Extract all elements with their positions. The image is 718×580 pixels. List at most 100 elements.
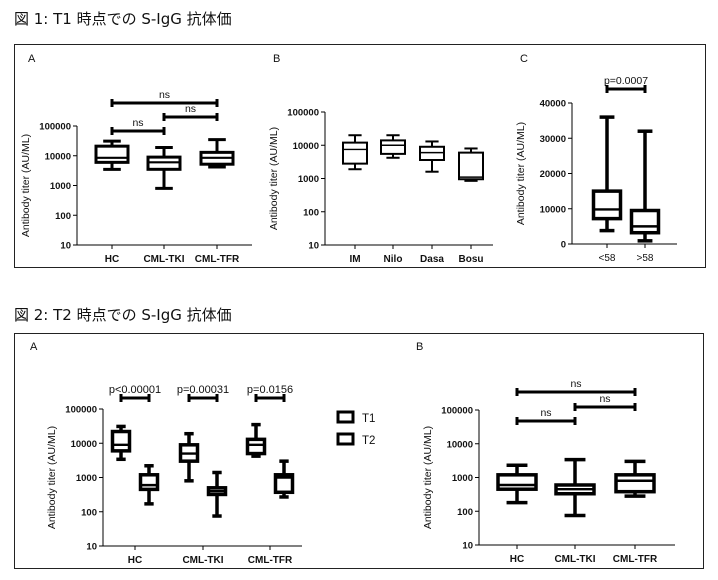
chart-fig1B: B 10 100 1000 10000 100000 Antibody titer (AU/… bbox=[268, 53, 493, 265]
y-axis-label: Antibody titer (AU/ML) bbox=[422, 426, 434, 529]
panel-label: B bbox=[273, 53, 280, 65]
box-iqr bbox=[458, 151, 484, 181]
bracket-label: ns bbox=[570, 378, 581, 390]
box-plot bbox=[496, 463, 538, 505]
y-tick-label: 100 bbox=[303, 207, 319, 218]
bracket-label: p<0.00001 bbox=[109, 384, 161, 396]
box-plot bbox=[629, 129, 661, 243]
y-tick-label: 100000 bbox=[39, 122, 71, 133]
y-tick-label: 10000 bbox=[71, 439, 97, 450]
box-plot bbox=[138, 464, 160, 506]
box-iqr bbox=[273, 473, 295, 495]
y-tick-label: 100000 bbox=[65, 405, 97, 416]
panel-label: B bbox=[416, 341, 423, 353]
box-plot bbox=[273, 459, 295, 499]
x-tick-label: CML-TKI bbox=[143, 254, 184, 265]
figure-2-title: 図 2: T2 時点での S-IgG 抗体価 bbox=[14, 306, 232, 324]
x-tick-label: Dasa bbox=[420, 254, 444, 265]
legend-swatch bbox=[336, 432, 355, 446]
y-tick-label: 100000 bbox=[287, 108, 319, 119]
bracket-label: p=0.0156 bbox=[247, 384, 293, 396]
bracket-label: ns bbox=[540, 407, 551, 419]
y-tick-label: 10 bbox=[462, 541, 473, 552]
y-tick-label: 10000 bbox=[45, 151, 71, 162]
y-tick-label: 10000 bbox=[540, 204, 566, 215]
y-tick-label: 100 bbox=[81, 507, 97, 518]
box-iqr bbox=[614, 473, 656, 494]
y-tick-label: 10 bbox=[60, 241, 71, 252]
y-tick-label: 30000 bbox=[540, 134, 566, 145]
x-tick-label: CML-TFR bbox=[613, 554, 658, 565]
x-tick-label: CML-TFR bbox=[248, 555, 293, 566]
x-tick-label: CML-TFR bbox=[195, 254, 240, 265]
box-iqr bbox=[342, 141, 368, 165]
x-tick-label: HC bbox=[510, 554, 524, 565]
figure-2-frame bbox=[14, 333, 704, 569]
significance-bracket: ns bbox=[162, 103, 219, 121]
box-plot bbox=[342, 134, 368, 171]
box-plot bbox=[199, 138, 235, 169]
box-plot bbox=[614, 459, 656, 498]
y-tick-label: 1000 bbox=[298, 174, 319, 185]
y-tick-label: 10000 bbox=[447, 439, 473, 450]
y-axis-label: Antibody titer (AU/ML) bbox=[20, 134, 32, 237]
figure-1-frame bbox=[14, 44, 706, 268]
box-plot bbox=[110, 424, 132, 462]
legend-item-T1: T1 bbox=[336, 410, 375, 425]
y-axis-label: Antibody titer (AU/ML) bbox=[46, 426, 58, 529]
x-tick-label: HC bbox=[105, 254, 119, 265]
box-iqr bbox=[629, 208, 661, 235]
y-tick-label: 1000 bbox=[50, 181, 71, 192]
box-plot bbox=[380, 134, 406, 159]
significance-bracket: p=0.0007 bbox=[604, 75, 648, 93]
bracket-label: ns bbox=[599, 393, 610, 405]
box-plot bbox=[146, 145, 182, 190]
box-iqr bbox=[138, 473, 160, 492]
box-plot bbox=[554, 457, 596, 518]
box-plot bbox=[419, 140, 445, 173]
box-plot bbox=[94, 139, 130, 171]
bracket-label: ns bbox=[185, 103, 196, 115]
x-tick-label: CML-TKI bbox=[182, 555, 223, 566]
box-iqr bbox=[94, 144, 130, 164]
x-tick-label: Nilo bbox=[384, 254, 403, 265]
box-iqr bbox=[245, 437, 267, 456]
significance-bracket: ns bbox=[515, 378, 637, 396]
chart-fig1C: C 0 10000 20000 30000 40000 Antibody titer (AU… bbox=[515, 53, 677, 264]
bracket-label: p=0.00031 bbox=[177, 384, 229, 396]
y-tick-label: 1000 bbox=[76, 473, 97, 484]
y-tick-label: 100 bbox=[457, 507, 473, 518]
box-plot bbox=[178, 431, 200, 483]
box-iqr bbox=[110, 429, 132, 453]
figure-1-title: 図 1: T1 時点での S-IgG 抗体価 bbox=[14, 10, 232, 28]
x-tick-label: IM bbox=[349, 254, 360, 265]
panel-label: A bbox=[28, 53, 36, 65]
y-tick-label: 10 bbox=[86, 542, 97, 553]
y-tick-label: 0 bbox=[561, 240, 566, 251]
legend-item-T2: T2 bbox=[336, 432, 375, 447]
box-plot bbox=[458, 147, 484, 182]
y-axis-label: Antibody titer (AU/ML) bbox=[515, 122, 527, 225]
panel-label: C bbox=[520, 53, 528, 65]
legend-swatch bbox=[336, 410, 355, 424]
y-tick-label: 10 bbox=[308, 241, 319, 252]
y-axis-label: Antibody titer (AU/ML) bbox=[268, 127, 280, 230]
chart-fig2B: B 10 100 1000 10000 100000 Antibody titer (AU/… bbox=[416, 341, 675, 565]
box-iqr bbox=[419, 145, 445, 162]
legend-label: T1 bbox=[362, 413, 375, 425]
bracket-label: ns bbox=[132, 117, 143, 129]
box-iqr bbox=[591, 189, 623, 221]
significance-bracket: p=0.00031 bbox=[177, 384, 229, 402]
x-tick-label: HC bbox=[128, 555, 142, 566]
y-tick-label: 10000 bbox=[293, 141, 319, 152]
box-plot bbox=[591, 115, 623, 233]
x-tick-label: <58 bbox=[599, 253, 616, 264]
box-plot bbox=[245, 422, 267, 458]
significance-bracket: ns bbox=[515, 407, 577, 425]
box-iqr bbox=[496, 473, 538, 491]
y-tick-label: 1000 bbox=[452, 473, 473, 484]
box-iqr bbox=[380, 139, 406, 155]
y-tick-label: 100000 bbox=[441, 406, 473, 417]
legend-label: T2 bbox=[362, 435, 375, 447]
